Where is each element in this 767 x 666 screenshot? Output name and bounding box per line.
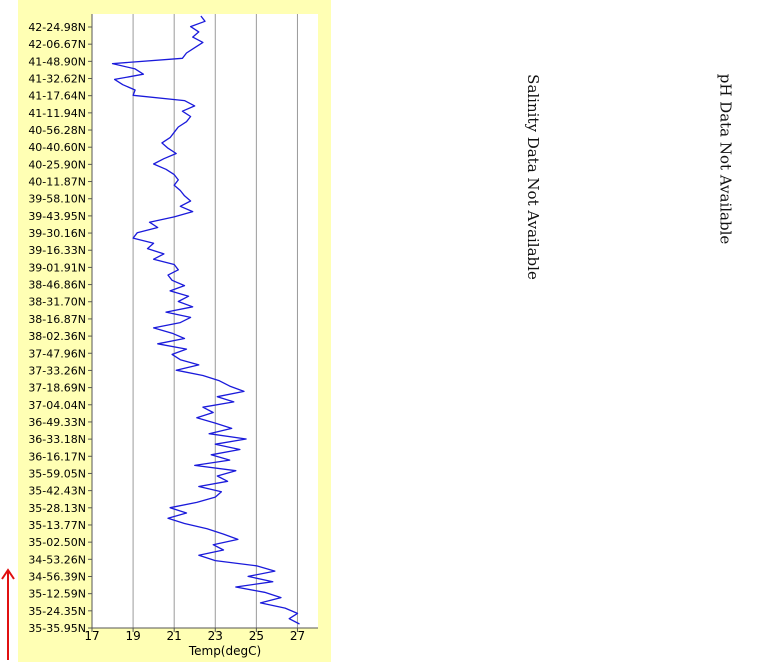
y-tick-label: 35-02.50N bbox=[28, 536, 86, 549]
y-tick-label: 42-06.67N bbox=[28, 38, 86, 51]
y-tick-label: 35-12.59N bbox=[28, 588, 86, 601]
y-tick-label: 39-30.16N bbox=[28, 227, 86, 240]
y-tick-label: 35-42.43N bbox=[28, 485, 86, 498]
x-tick-label: 23 bbox=[208, 629, 223, 643]
y-tick-label: 41-17.64N bbox=[28, 90, 86, 103]
salinity-unavailable-note: Salinity Data Not Available bbox=[523, 74, 542, 280]
y-tick-label: 41-32.62N bbox=[28, 73, 86, 86]
y-tick-label: 42-24.98N bbox=[28, 21, 86, 34]
y-tick-label: 37-18.69N bbox=[28, 382, 86, 395]
x-tick-label: 25 bbox=[249, 629, 264, 643]
y-tick-label: 34-56.39N bbox=[28, 570, 86, 583]
y-tick-label: 38-16.87N bbox=[28, 313, 86, 326]
x-tick-label: 19 bbox=[125, 629, 140, 643]
y-tick-label: 37-04.04N bbox=[28, 399, 86, 412]
y-tick-label: 39-16.33N bbox=[28, 244, 86, 257]
temperature-chart-panel: 42-24.98N 42-06.67N 41-48.90N 41-32.62N 41-1… bbox=[18, 0, 331, 662]
y-tick-label: 40-25.90N bbox=[28, 158, 86, 171]
y-tick-label: 36-49.33N bbox=[28, 416, 86, 429]
y-tick-label: 35-24.35N bbox=[28, 605, 86, 618]
y-tick-label: 40-11.87N bbox=[28, 176, 86, 189]
y-tick-label: 35-28.13N bbox=[28, 502, 86, 515]
x-tick-label: 27 bbox=[290, 629, 305, 643]
x-tick-label: 17 bbox=[84, 629, 99, 643]
y-tick-label: 38-46.86N bbox=[28, 279, 86, 292]
temperature-series-line bbox=[111, 15, 300, 625]
y-tick-label: 36-16.17N bbox=[28, 450, 86, 463]
y-tick-label: 41-11.94N bbox=[28, 107, 86, 120]
y-tick-label: 38-31.70N bbox=[28, 296, 86, 309]
y-tick-label: 35-35.95N bbox=[28, 622, 86, 635]
y-tick-label: 37-33.26N bbox=[28, 364, 86, 377]
temperature-chart: 42-24.98N 42-06.67N 41-48.90N 41-32.62N 41-1… bbox=[18, 0, 331, 662]
y-tick-label: 36-33.18N bbox=[28, 433, 86, 446]
y-tick-label: 39-58.10N bbox=[28, 193, 86, 206]
y-tick-label: 40-40.60N bbox=[28, 141, 86, 154]
y-tick-label: 38-02.36N bbox=[28, 330, 86, 343]
y-tick-label: 34-53.26N bbox=[28, 553, 86, 566]
y-tick-label: 35-59.05N bbox=[28, 467, 86, 480]
y-tick-label: 35-13.77N bbox=[28, 519, 86, 532]
x-axis-label: Temp(degC) bbox=[188, 644, 261, 658]
y-tick-label: 39-43.95N bbox=[28, 210, 86, 223]
y-tick-label: 39-01.91N bbox=[28, 261, 86, 274]
y-tick-label: 40-56.28N bbox=[28, 124, 86, 137]
direction-arrow-icon bbox=[1, 568, 15, 660]
x-tick-label: 21 bbox=[167, 629, 182, 643]
y-tick-label: 37-47.96N bbox=[28, 347, 86, 360]
plot-area bbox=[92, 14, 318, 628]
y-tick-label: 41-48.90N bbox=[28, 55, 86, 68]
ph-unavailable-note: pH Data Not Available bbox=[716, 73, 735, 245]
